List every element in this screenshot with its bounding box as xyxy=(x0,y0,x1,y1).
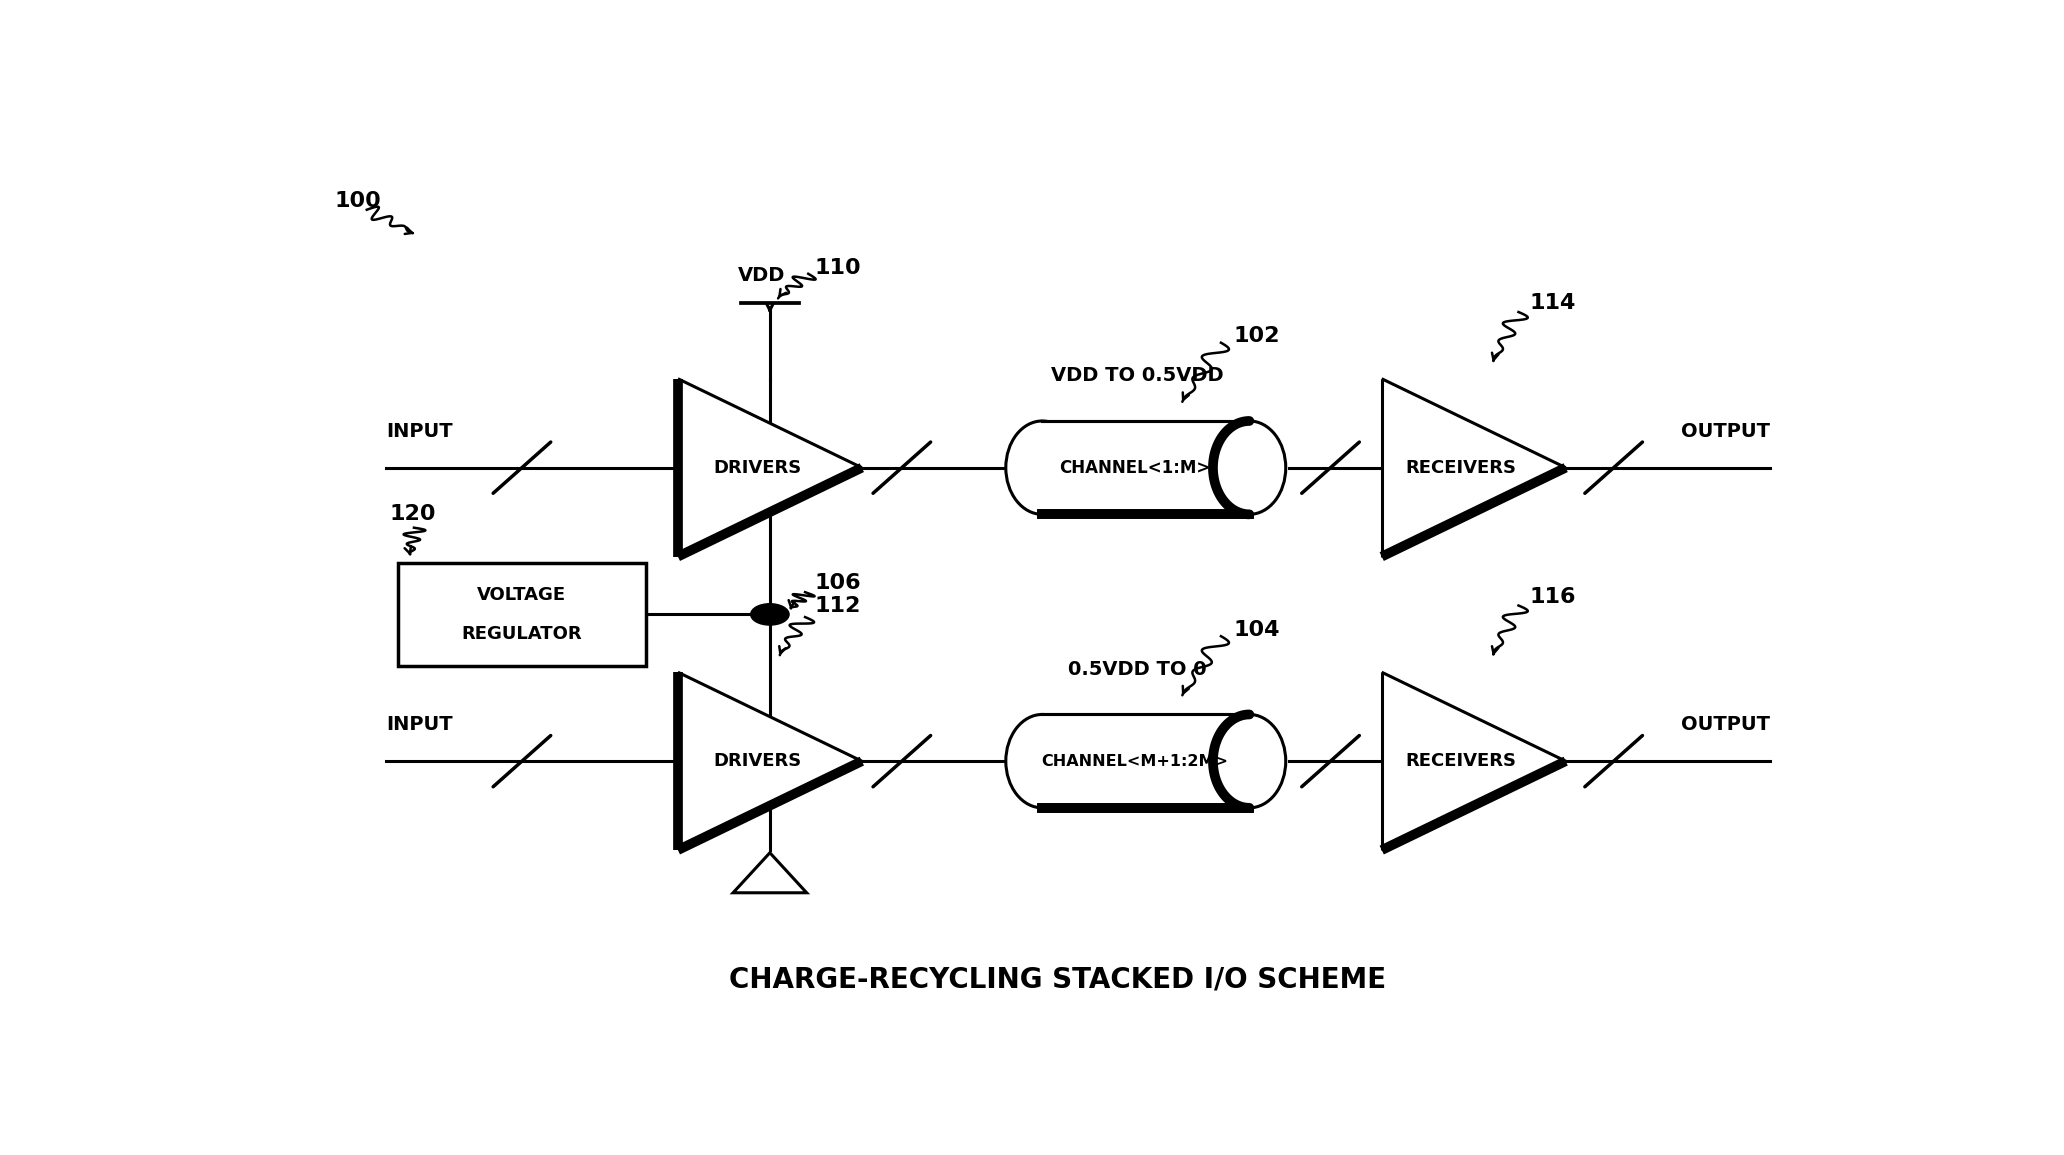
Text: 104: 104 xyxy=(1234,620,1280,640)
Text: 0.5VDD TO 0: 0.5VDD TO 0 xyxy=(1069,660,1207,679)
Text: VOLTAGE: VOLTAGE xyxy=(477,586,566,604)
Text: INPUT: INPUT xyxy=(386,715,452,735)
Ellipse shape xyxy=(1214,715,1286,807)
Bar xyxy=(1042,420,1249,514)
Text: VDD TO 0.5VDD: VDD TO 0.5VDD xyxy=(1051,366,1224,386)
Text: 110: 110 xyxy=(815,258,861,277)
Text: 100: 100 xyxy=(334,191,382,211)
Text: OUTPUT: OUTPUT xyxy=(1680,422,1769,441)
Polygon shape xyxy=(1381,379,1567,557)
Text: 120: 120 xyxy=(390,505,436,524)
Text: VDD: VDD xyxy=(739,267,786,285)
Bar xyxy=(398,564,646,665)
Ellipse shape xyxy=(1005,715,1079,807)
Text: 112: 112 xyxy=(815,596,861,616)
Text: REGULATOR: REGULATOR xyxy=(462,625,582,643)
Polygon shape xyxy=(1381,672,1567,850)
Text: OUTPUT: OUTPUT xyxy=(1680,715,1769,735)
Text: RECEIVERS: RECEIVERS xyxy=(1406,459,1517,477)
Text: 102: 102 xyxy=(1234,327,1280,346)
Text: DRIVERS: DRIVERS xyxy=(712,459,801,477)
Text: CHARGE-RECYCLING STACKED I/O SCHEME: CHARGE-RECYCLING STACKED I/O SCHEME xyxy=(729,966,1387,993)
Ellipse shape xyxy=(1214,420,1286,514)
Ellipse shape xyxy=(1005,420,1079,514)
Text: 106: 106 xyxy=(815,573,861,594)
Bar xyxy=(1042,715,1249,807)
Text: DRIVERS: DRIVERS xyxy=(712,752,801,770)
Text: CHANNEL<M+1:2M>: CHANNEL<M+1:2M> xyxy=(1042,754,1228,768)
Bar xyxy=(1042,715,1249,807)
Text: CHANNEL<1:M>: CHANNEL<1:M> xyxy=(1059,459,1212,477)
Polygon shape xyxy=(677,379,863,557)
Bar xyxy=(1042,420,1249,514)
Text: 116: 116 xyxy=(1529,587,1577,606)
Text: RECEIVERS: RECEIVERS xyxy=(1406,752,1517,770)
Polygon shape xyxy=(677,672,863,850)
Text: 114: 114 xyxy=(1529,293,1577,313)
Text: INPUT: INPUT xyxy=(386,422,452,441)
Circle shape xyxy=(751,604,788,625)
